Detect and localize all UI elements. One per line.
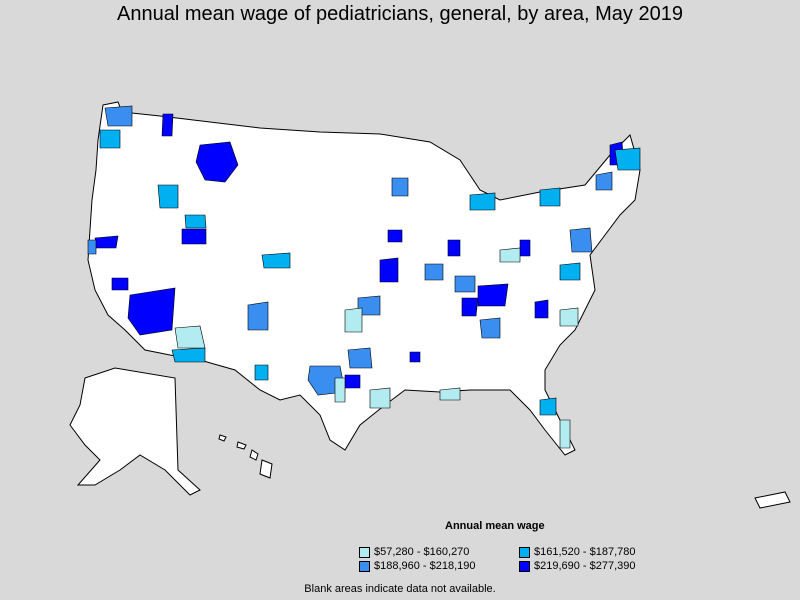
legend-title: Annual mean wage — [445, 520, 545, 532]
legend-item-1: $57,280 - $160,270 — [359, 546, 469, 558]
hawaii — [218, 434, 273, 479]
legend-swatch-2 — [519, 546, 530, 558]
legend-label-3: $188,960 - $218,190 — [374, 560, 476, 572]
map-area — [0, 30, 800, 520]
legend-label-1: $57,280 - $160,270 — [374, 546, 470, 558]
legend-label-2: $161,520 - $187,780 — [534, 546, 636, 558]
legend-swatch-1 — [359, 546, 370, 558]
legend-item-3: $188,960 - $218,190 — [359, 560, 476, 572]
alaska — [69, 367, 201, 496]
wage-areas — [87, 105, 641, 449]
contiguous-us — [87, 101, 641, 456]
legend-item-2: $161,520 - $187,780 — [519, 546, 636, 558]
footnote: Blank areas indicate data not available. — [304, 583, 496, 595]
map-title: Annual mean wage of pediatricians, gener… — [117, 3, 683, 25]
legend-item-4: $219,690 - $277,390 — [519, 560, 636, 572]
puerto-rico — [754, 491, 791, 509]
us-map — [69, 101, 791, 509]
legend-swatch-4 — [519, 560, 530, 572]
legend-swatch-3 — [359, 560, 370, 572]
legend-label-4: $219,690 - $277,390 — [534, 560, 636, 572]
